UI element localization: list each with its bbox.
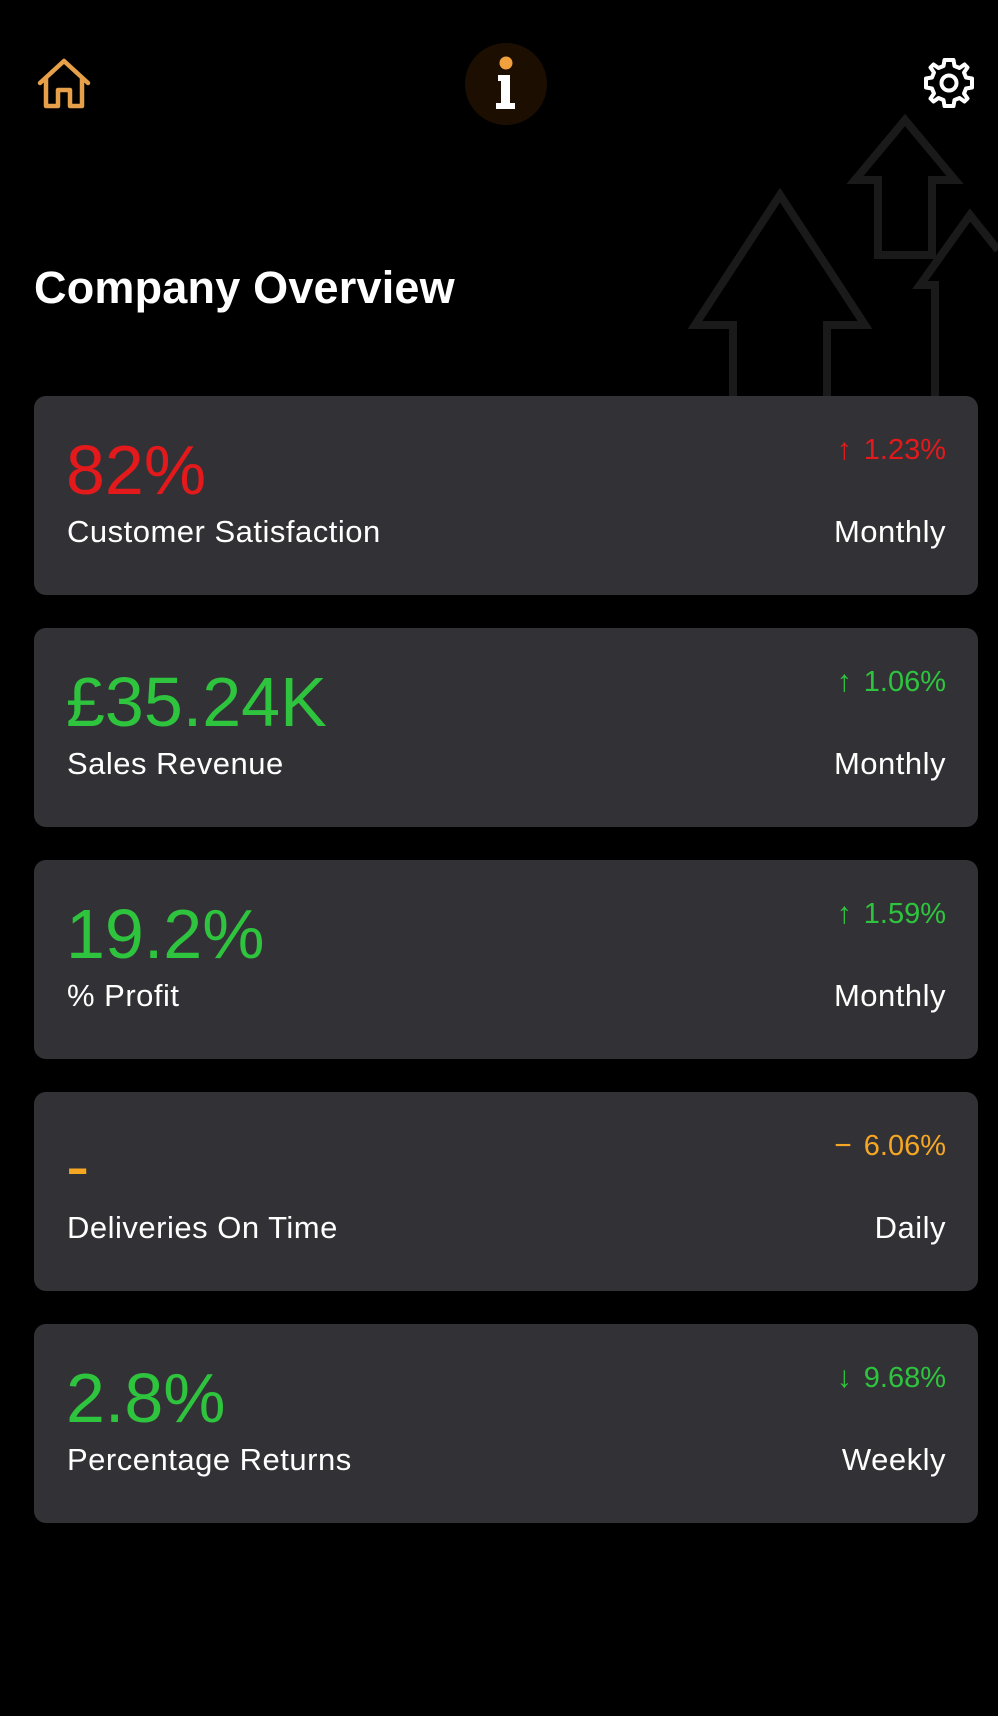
kpi-change-value: 6.06%: [863, 1130, 946, 1162]
kpi-label: Percentage Returns: [67, 1442, 352, 1477]
gear-icon: [924, 58, 974, 108]
kpi-change: ↑ 1.06%: [837, 664, 946, 700]
arrow-down-icon: ↓: [836, 1361, 852, 1394]
kpi-label: % Profit: [67, 978, 180, 1013]
kpi-card-profit[interactable]: 19.2% % Profit ↑ 1.59% Monthly: [34, 860, 978, 1059]
kpi-label: Sales Revenue: [67, 746, 284, 781]
home-icon: [37, 58, 91, 109]
kpi-card-customer-satisfaction[interactable]: 82% Customer Satisfaction ↑ 1.23% Monthl…: [34, 396, 978, 595]
kpi-card-sales-revenue[interactable]: £35.24K Sales Revenue ↑ 1.06% Monthly: [34, 628, 978, 827]
arrow-up-icon: ↑: [836, 897, 852, 930]
info-logo: [465, 43, 547, 125]
kpi-change-value: 1.59%: [863, 898, 946, 930]
kpi-period: Monthly: [833, 978, 946, 1013]
kpi-value: 19.2%: [66, 895, 265, 973]
kpi-cards-list: 82% Customer Satisfaction ↑ 1.23% Monthl…: [34, 396, 978, 1556]
kpi-change: ↑ 1.23%: [837, 432, 946, 468]
top-bar: [0, 0, 998, 170]
dash-icon: −: [834, 1129, 852, 1162]
info-logo-icon: [496, 56, 515, 109]
arrow-up-icon: ↑: [836, 433, 852, 466]
background-arrows-icon: [687, 113, 998, 400]
kpi-change-value: 1.23%: [863, 434, 946, 466]
kpi-change-value: 1.06%: [863, 666, 946, 698]
kpi-change: ↓ 9.68%: [837, 1360, 946, 1396]
arrow-up-icon: ↑: [836, 665, 852, 698]
kpi-period: Weekly: [841, 1442, 946, 1477]
page-title: Company Overview: [34, 262, 455, 313]
kpi-change-value: 9.68%: [863, 1362, 946, 1394]
kpi-period: Daily: [874, 1210, 946, 1245]
kpi-label: Customer Satisfaction: [67, 514, 381, 549]
kpi-value: -: [66, 1127, 90, 1205]
kpi-card-percentage-returns[interactable]: 2.8% Percentage Returns ↓ 9.68% Weekly: [34, 1324, 978, 1523]
kpi-value: £35.24K: [66, 663, 327, 741]
kpi-label: Deliveries On Time: [67, 1210, 338, 1245]
kpi-change: ↑ 1.59%: [837, 896, 946, 932]
settings-button[interactable]: [922, 56, 976, 110]
kpi-period: Monthly: [833, 746, 946, 781]
kpi-value: 2.8%: [66, 1359, 226, 1437]
kpi-card-deliveries-on-time[interactable]: - Deliveries On Time − 6.06% Daily: [34, 1092, 978, 1291]
home-button[interactable]: [36, 56, 92, 112]
kpi-period: Monthly: [833, 514, 946, 549]
kpi-value: 82%: [66, 431, 207, 509]
kpi-change: − 6.06%: [834, 1128, 946, 1164]
